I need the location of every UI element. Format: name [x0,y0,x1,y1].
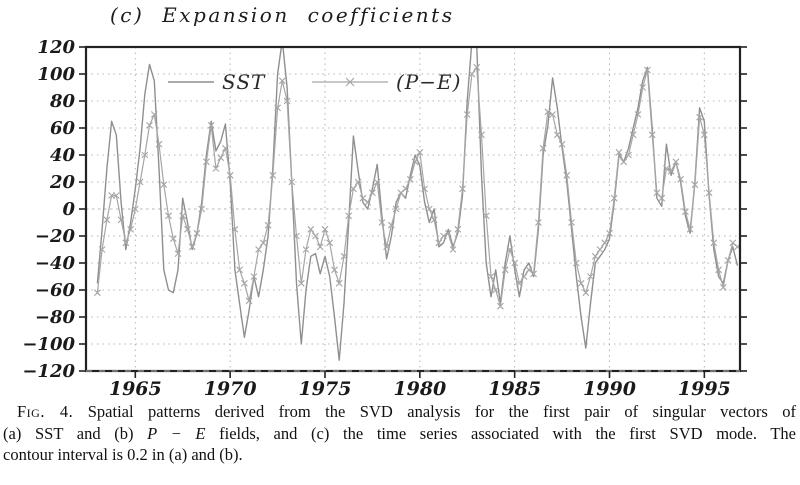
y-tick-label: 40 [50,145,76,166]
axis-ticks-labels: −120 −100 −80 −60 −40 −20 0 20 40 60 80 100 120 1965 1… [22,37,747,398]
legend-sst-label: SST [222,70,266,94]
legend: SST (P−E) [168,70,461,94]
caption-text-2a: (a) SST and (b) [3,423,148,443]
caption-text-2b: fields, and (c) the time series associat… [205,423,796,443]
legend-pe-x-marker [345,77,355,87]
y-tick-label: 0 [62,199,75,220]
y-tick-label: 120 [37,37,75,58]
y-tick-label: 80 [49,91,76,112]
caption-math-pe: P − E [147,423,206,443]
caption-text-1: Spatial patterns derived from the SVD an… [73,402,796,421]
y-tick-label: −20 [35,226,76,247]
x-tick-label: 1965 [109,378,162,398]
x-tick-label: 1990 [583,378,636,398]
x-tick-label: 1980 [393,378,446,398]
figure-caption: Fig. 4. Spatial patterns derived from th… [3,401,796,466]
x-tick-label: 1970 [204,378,257,398]
data-series [94,47,740,361]
sst-line [96,47,739,361]
y-tick-label: −80 [35,307,76,328]
expansion-coefficients-chart: −120 −100 −80 −60 −40 −20 0 20 40 60 80 100 120 1965 1… [22,37,747,398]
figure-label: Fig. 4. [17,402,74,421]
y-tick-label: −60 [35,280,76,301]
grid-lines [86,47,740,371]
caption-line-2: (a) SST and (b) P − E fields, and (c) th… [3,423,796,445]
x-tick-label: 1985 [488,378,541,398]
pe-line [96,66,738,307]
y-tick-label: −120 [22,361,75,382]
x-tick-label: 1995 [678,378,731,398]
pe-x-markers [94,63,740,310]
caption-line-3: contour interval is 0.2 in (a) and (b). [3,445,243,464]
y-tick-label: 20 [49,172,76,193]
x-tick-label: 1975 [299,378,352,398]
chart-title: (c) Expansion coefficients [110,3,455,27]
y-tick-label: 100 [37,64,75,85]
legend-pe-label: (P−E) [396,70,461,94]
caption-line-1: Fig. 4. Spatial patterns derived from th… [3,401,796,423]
y-tick-label: 60 [50,118,76,139]
y-tick-label: −40 [35,253,76,274]
y-tick-label: −100 [22,334,75,355]
